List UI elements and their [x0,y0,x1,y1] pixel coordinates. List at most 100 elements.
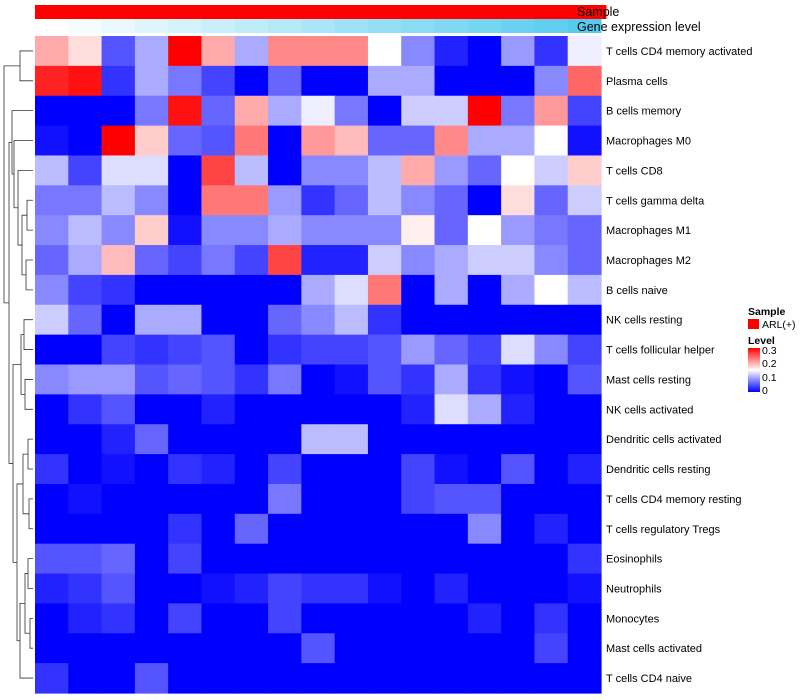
heatmap-cell [367,36,402,67]
heatmap-cell [567,483,602,515]
heatmap-cell [35,36,69,67]
heatmap-cells [35,36,602,694]
heatmap-cell [134,454,169,485]
heatmap-cell [467,36,502,67]
heatmap-cell [434,454,469,485]
heatmap-cell [68,364,103,395]
heatmap-cell [168,394,203,425]
heatmap-cell [401,663,436,694]
heatmap-cell [234,36,269,67]
heatmap-cell [434,543,469,575]
heatmap-cell [301,215,336,246]
heatmap-cell [534,65,569,97]
heatmap-cell [134,36,169,67]
heatmap-cell [534,215,569,246]
annotation-cell-expression [101,19,136,33]
annotation-cell-expression [467,19,502,33]
row-label: NK cells resting [606,315,682,327]
heatmap-cell [268,573,302,605]
heatmap-cell [334,663,369,694]
heatmap-cell [501,513,536,545]
heatmap-cell [301,125,336,157]
heatmap-cell [401,155,436,186]
heatmap-cell [201,274,236,306]
heatmap-cell [501,185,536,216]
heatmap-cell [68,245,103,276]
row-labels: T cells CD4 memory activated Plasma cells… [606,46,753,685]
row-label: T cells CD4 memory activated [606,46,753,58]
heatmap-cell [201,633,236,664]
heatmap-cell [35,513,69,545]
heatmap-cell [268,36,302,67]
heatmap-cell [367,543,402,575]
heatmap-cell [134,65,169,97]
annotation-cell-expression [234,19,269,33]
heatmap-cell [367,513,402,545]
row-label: Mast cells activated [606,643,702,655]
heatmap-cell [434,65,469,97]
heatmap-cell [401,95,436,127]
heatmap-cell [567,95,602,127]
heatmap-cell [101,483,136,515]
heatmap-cell [201,215,236,246]
heatmap-cell [501,633,536,664]
heatmap-cell [434,95,469,127]
heatmap-cell [501,543,536,575]
heatmap-cell [467,304,502,336]
heatmap-cell [68,334,103,366]
heatmap-cell [168,633,203,664]
heatmap-cell [35,125,69,157]
heatmap-cell [567,155,602,186]
heatmap-cell [334,424,369,455]
heatmap-cell [134,603,169,634]
heatmap-cell [534,513,569,545]
heatmap-cell [301,334,336,366]
heatmap-cell [534,573,569,605]
heatmap-cell [101,663,136,694]
heatmap-cell [401,424,436,455]
heatmap-cell [501,215,536,246]
annotation-cell-expression [334,19,369,33]
row-label: T cells gamma delta [606,195,705,207]
heatmap-cell [35,603,69,634]
heatmap-cell [301,513,336,545]
annotation-cell-expression [201,19,236,33]
heatmap-cell [334,274,369,306]
heatmap-cell [35,424,69,455]
heatmap-cell [134,304,169,336]
heatmap-cell [401,543,436,575]
heatmap-cell [168,364,203,395]
heatmap-cell [301,543,336,575]
heatmap-cell [35,304,69,336]
heatmap-cell [101,573,136,605]
heatmap-cell [534,483,569,515]
heatmap-cell [567,633,602,664]
annotation-cell-expression [501,19,536,33]
dendrogram-branch [17,169,33,246]
heatmap-cell [434,274,469,306]
heatmap-cell [134,215,169,246]
legend-level-title: Level [748,335,775,347]
heatmap-cell [168,454,203,485]
heatmap-cell [201,334,236,366]
heatmap-cell [501,334,536,366]
heatmap-cell [401,454,436,485]
heatmap-cell [134,155,169,186]
heatmap-cell [35,543,69,575]
heatmap-cell [234,513,269,545]
heatmap-cell [334,245,369,276]
heatmap-cell [567,334,602,366]
legend-sample-title: Sample [748,306,786,318]
heatmap-cell [334,454,369,485]
heatmap-cell [367,394,402,425]
heatmap-cell [467,274,502,306]
heatmap-cell [367,663,402,694]
heatmap-cell [301,65,336,97]
legend-sample-swatch [748,319,759,329]
heatmap-cell [101,394,136,425]
heatmap-cell [168,663,203,694]
heatmap-cell [168,95,203,127]
heatmap-cell [367,334,402,366]
heatmap-cell [434,483,469,515]
row-label: Macrophages M2 [606,255,691,267]
